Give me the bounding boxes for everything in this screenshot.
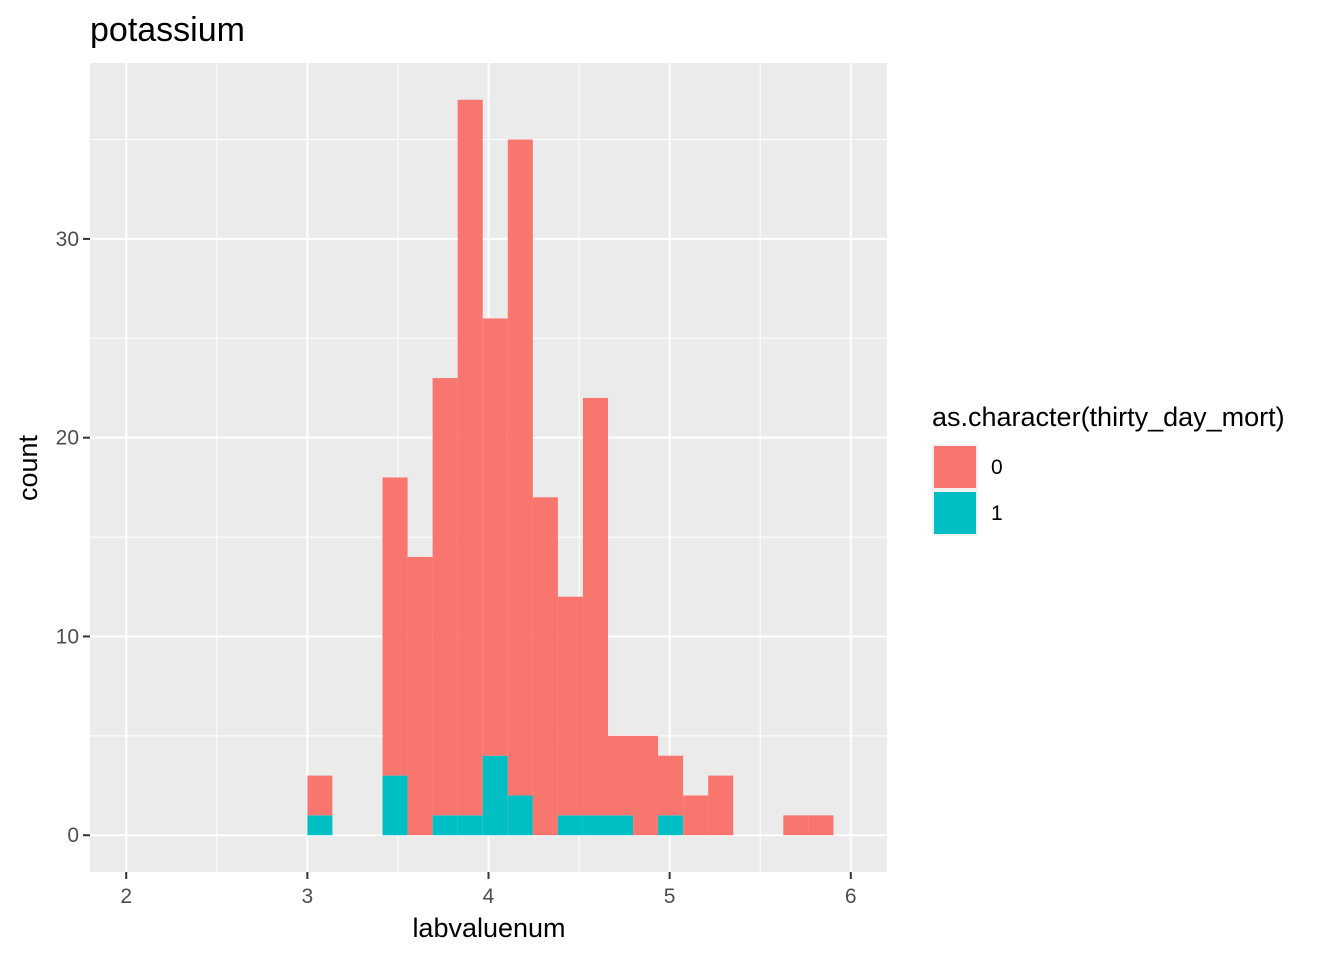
bar-series-0: [708, 775, 734, 836]
bar-series-1: [582, 815, 608, 836]
x-tick-label: 3: [302, 885, 314, 908]
bar-series-0: [582, 397, 608, 816]
bar-series-1: [432, 815, 458, 836]
bar-series-0: [557, 596, 583, 816]
bar-series-1: [457, 815, 483, 836]
x-axis: 2 3 4 5 6: [120, 872, 857, 908]
bar-series-1: [307, 815, 333, 836]
bar-series-0: [633, 735, 659, 836]
legend-label-1: 1: [991, 502, 1003, 525]
legend-label-0: 0: [991, 456, 1003, 479]
bars: [307, 99, 834, 836]
bar-series-0: [307, 775, 333, 816]
legend-title: as.character(thirty_day_mort): [932, 402, 1285, 432]
x-tick-label: 4: [483, 885, 495, 908]
bar-series-0: [407, 556, 433, 836]
bar-series-0: [382, 477, 408, 776]
x-tick-label: 2: [120, 885, 132, 908]
chart-title: potassium: [90, 11, 245, 49]
bar-series-0: [482, 318, 508, 756]
bar-series-0: [457, 99, 483, 816]
bar-series-1: [658, 815, 684, 836]
x-axis-title: labvaluenum: [412, 913, 565, 943]
y-tick-label: 20: [56, 427, 79, 450]
legend-key-swatch-0: [934, 446, 976, 488]
y-axis-title: count: [13, 434, 43, 501]
bar-series-0: [507, 139, 533, 796]
bar-series-0: [532, 497, 558, 836]
x-tick-label: 6: [845, 885, 857, 908]
y-tick-label: 10: [56, 625, 79, 648]
legend-key-swatch-1: [934, 492, 976, 534]
y-tick-label: 30: [56, 228, 79, 251]
y-axis: 0 10 20 30: [56, 228, 90, 847]
x-tick-label: 5: [664, 885, 676, 908]
bar-series-0: [607, 735, 634, 816]
bar-series-0: [683, 795, 709, 836]
bar-series-0: [808, 815, 834, 836]
bar-series-1: [507, 795, 533, 836]
bar-series-1: [557, 815, 583, 836]
bar-series-1: [607, 815, 634, 836]
bar-series-0: [432, 378, 458, 816]
bar-series-0: [658, 755, 684, 816]
bar-series-0: [783, 815, 809, 836]
bar-series-1: [382, 775, 408, 836]
legend: as.character(thirty_day_mort) 0 1: [932, 402, 1285, 536]
y-tick-label: 0: [67, 824, 79, 847]
bar-series-1: [482, 755, 508, 836]
